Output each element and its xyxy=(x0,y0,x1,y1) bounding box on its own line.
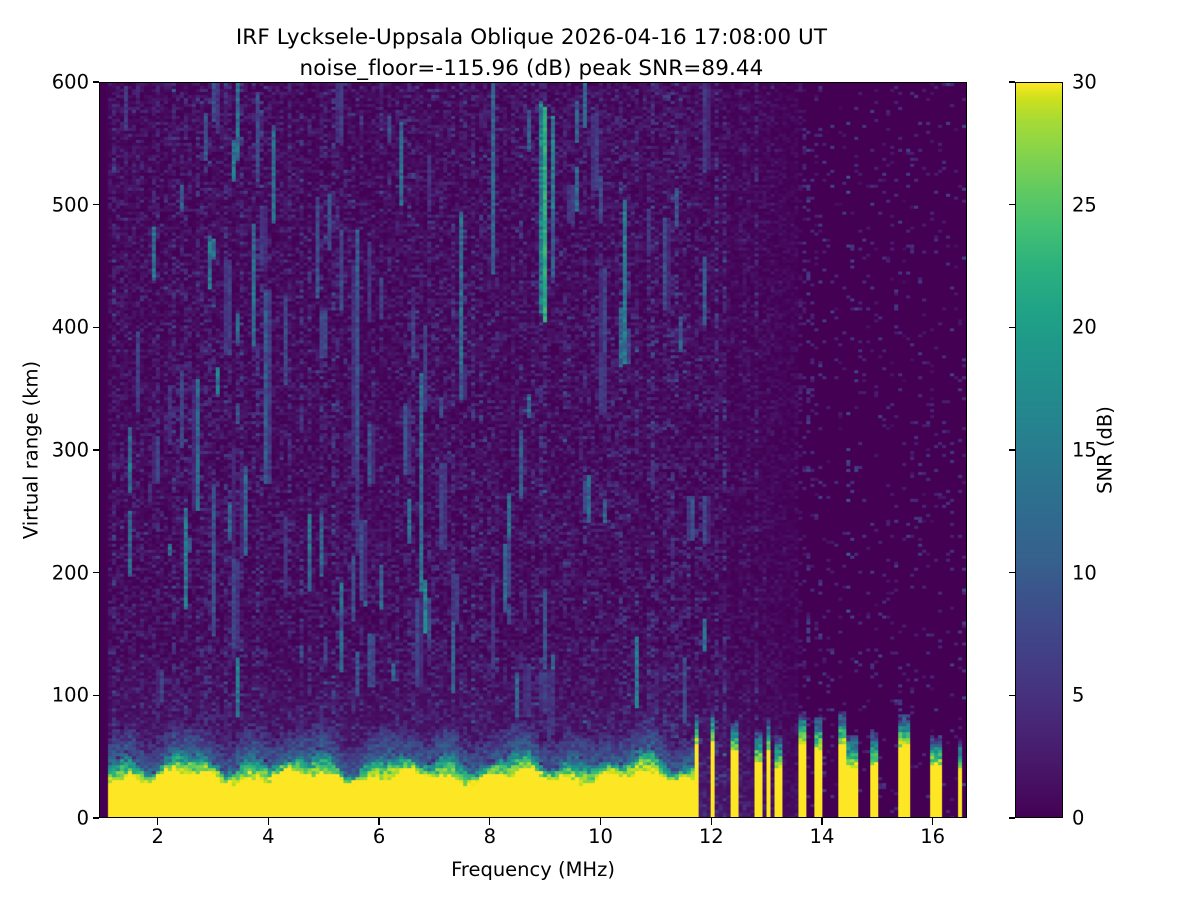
colorbar-label: SNR (dB) xyxy=(1093,406,1117,494)
colorbar-tick-mark xyxy=(1008,694,1015,696)
y-tick-label: 0 xyxy=(76,806,89,830)
y-tick-label: 100 xyxy=(51,683,89,707)
colorbar-tick-mark xyxy=(1008,326,1015,328)
colorbar-tick-label: 15 xyxy=(1072,438,1097,462)
chart-title: IRF Lycksele-Uppsala Oblique 2026-04-16 … xyxy=(235,25,828,81)
x-tick-label: 14 xyxy=(809,825,835,848)
x-tick-label: 10 xyxy=(588,825,613,848)
x-tick-label: 12 xyxy=(698,825,724,848)
colorbar-tick-label: 5 xyxy=(1072,683,1085,707)
x-tick-label: 4 xyxy=(262,825,275,848)
x-tick-mark xyxy=(489,818,491,825)
colorbar[interactable] xyxy=(1015,82,1063,818)
y-tick-label: 300 xyxy=(51,438,89,462)
y-tick-label: 200 xyxy=(51,560,89,584)
y-tick-label: 600 xyxy=(51,70,89,94)
x-tick-mark xyxy=(599,818,602,825)
colorbar-tick-mark xyxy=(1008,204,1015,206)
y-tick-mark xyxy=(92,326,99,328)
x-tick-mark xyxy=(710,818,712,825)
x-tick-mark xyxy=(378,818,380,825)
x-tick-mark xyxy=(821,818,823,825)
y-tick-mark xyxy=(92,81,99,83)
colorbar-tick-mark xyxy=(1008,81,1015,83)
x-axis-label: Frequency (MHz) xyxy=(451,858,615,881)
x-tick-label: 16 xyxy=(920,825,946,848)
x-tick-mark xyxy=(157,818,159,825)
x-tick-label: 6 xyxy=(372,825,386,848)
x-tick-mark xyxy=(932,818,934,825)
y-tick-mark xyxy=(92,817,99,819)
colorbar-tick-label: 30 xyxy=(1072,70,1097,94)
heatmap-canvas xyxy=(100,83,966,817)
y-tick-label: 500 xyxy=(51,192,89,216)
colorbar-tick-label: 0 xyxy=(1072,806,1085,830)
colorbar-tick-mark xyxy=(1008,572,1015,574)
colorbar-tick-mark xyxy=(1008,817,1015,819)
x-tick-mark xyxy=(267,818,270,825)
colorbar-tick-label: 10 xyxy=(1072,560,1097,584)
y-tick-mark xyxy=(92,449,99,451)
colorbar-tick-mark xyxy=(1008,449,1015,451)
x-tick-label: 8 xyxy=(483,825,497,848)
colorbar-tick-label: 20 xyxy=(1072,315,1097,339)
x-tick-label: 2 xyxy=(151,825,164,848)
colorbar-tick-label: 25 xyxy=(1072,192,1097,216)
y-tick-label: 400 xyxy=(51,315,89,339)
y-tick-mark xyxy=(92,694,99,696)
y-axis-label: Virtual range (km) xyxy=(19,360,43,540)
y-tick-mark xyxy=(92,572,99,574)
ionogram-plot-area[interactable] xyxy=(99,82,967,818)
y-tick-mark xyxy=(92,204,99,206)
